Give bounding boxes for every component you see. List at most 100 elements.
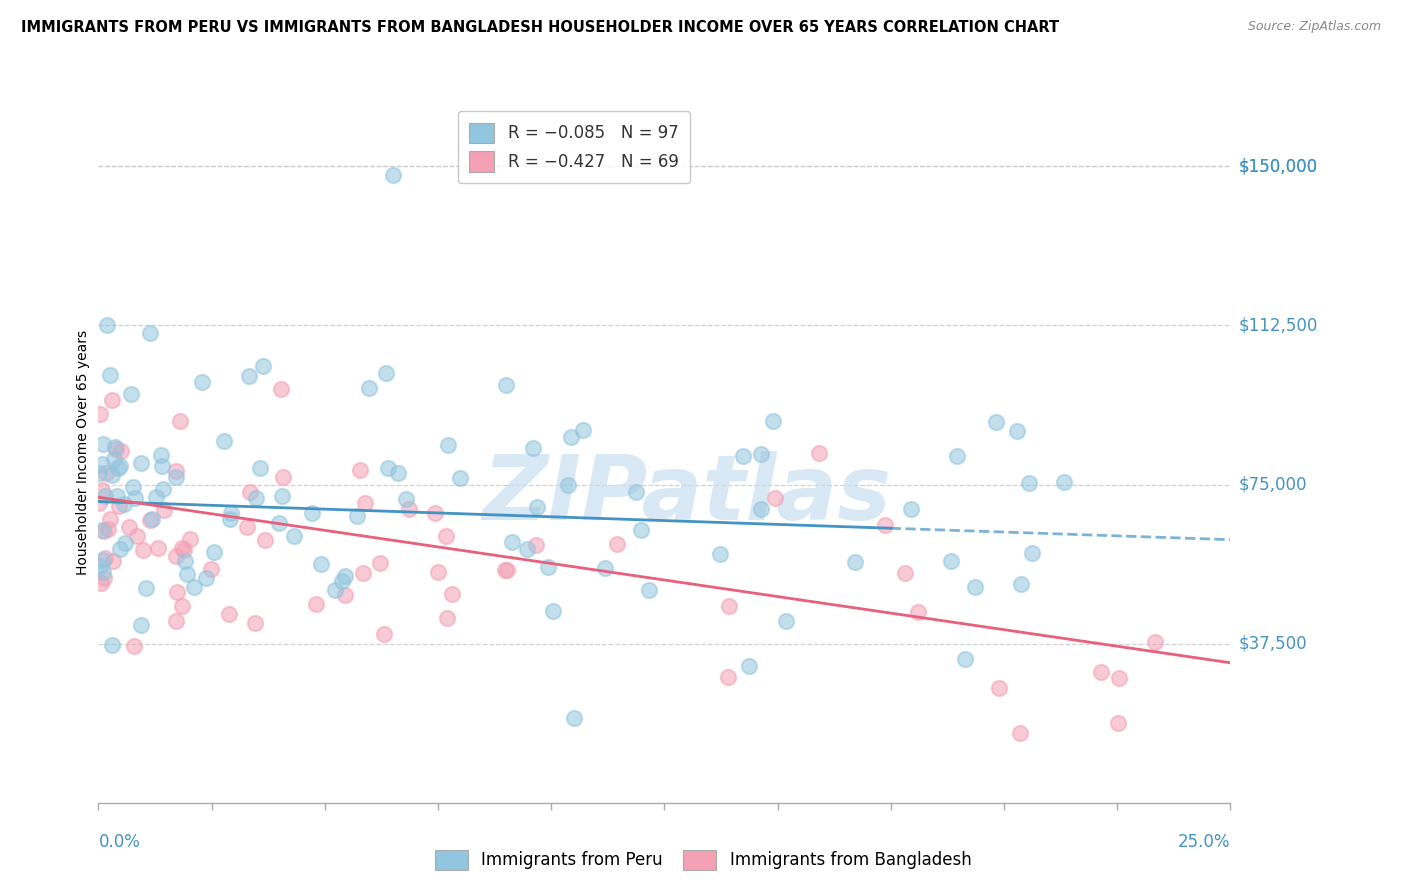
Text: $150,000: $150,000 (1239, 157, 1317, 175)
Point (249, 460, 271, 475)
Point (775, 614, 797, 628)
Point (122, 640, 145, 654)
Point (191, 375, 214, 389)
Point (333, 589, 356, 603)
Point (91, 565, 114, 579)
Point (537, 560, 560, 574)
Point (90, 576, 112, 591)
Point (89, 558, 111, 573)
Y-axis label: Householder Income Over 65 years: Householder Income Over 65 years (76, 330, 90, 575)
Point (953, 652, 976, 666)
Point (875, 517, 897, 532)
Point (253, 533, 276, 548)
Point (93, 571, 115, 585)
Point (738, 659, 761, 673)
Point (323, 582, 346, 597)
Point (495, 563, 517, 577)
Point (94, 489, 117, 503)
Point (89, 495, 111, 509)
Point (368, 556, 391, 570)
Point (174, 554, 197, 568)
Point (108, 459, 131, 474)
Point (252, 359, 274, 373)
Point (176, 566, 198, 581)
Point (166, 585, 188, 599)
Point (495, 378, 517, 392)
Point (522, 441, 544, 455)
Point (270, 382, 292, 396)
Point (436, 611, 458, 625)
Point (153, 503, 176, 517)
Point (398, 501, 420, 516)
Text: 0.0%: 0.0% (98, 833, 141, 851)
Point (1005, 424, 1028, 438)
Point (139, 513, 162, 527)
Point (541, 604, 564, 618)
Point (124, 491, 146, 505)
Point (117, 520, 139, 534)
Point (606, 536, 628, 550)
Point (718, 599, 741, 613)
Point (352, 566, 374, 581)
Point (165, 464, 187, 478)
Point (165, 549, 187, 563)
Point (101, 392, 124, 407)
Text: Source: ZipAtlas.com: Source: ZipAtlas.com (1247, 20, 1381, 33)
Point (91, 523, 114, 537)
Point (236, 520, 259, 534)
Text: ZIPatlas: ZIPatlas (482, 450, 891, 539)
Point (749, 447, 772, 461)
Point (434, 529, 457, 543)
Text: 25.0%: 25.0% (1178, 833, 1230, 851)
Point (97, 522, 120, 536)
Point (98, 511, 121, 525)
Point (121, 480, 143, 494)
Point (165, 614, 187, 628)
Point (194, 571, 217, 585)
Point (394, 491, 416, 506)
Point (165, 470, 187, 484)
Text: IMMIGRANTS FROM PERU VS IMMIGRANTS FROM BANGLADESH HOUSEHOLDER INCOME OVER 65 YE: IMMIGRANTS FROM PERU VS IMMIGRANTS FROM … (21, 20, 1059, 35)
Point (129, 456, 152, 470)
Text: $150,000: $150,000 (1239, 157, 1317, 175)
Point (524, 538, 547, 552)
Text: $37,500: $37,500 (1239, 635, 1308, 653)
Point (107, 460, 129, 475)
Point (179, 533, 201, 547)
Point (349, 463, 371, 477)
Point (200, 562, 222, 576)
Point (354, 496, 377, 510)
Point (98, 368, 121, 382)
Point (96, 318, 118, 333)
Point (238, 369, 260, 384)
Point (173, 543, 195, 558)
Point (1010, 577, 1032, 591)
Point (301, 506, 323, 520)
Point (103, 451, 125, 466)
Point (494, 563, 516, 577)
Point (150, 448, 173, 462)
Point (440, 587, 463, 601)
Point (987, 681, 1010, 696)
Point (105, 489, 128, 503)
Point (571, 424, 593, 438)
Point (139, 326, 162, 340)
Point (501, 535, 523, 549)
Point (624, 485, 647, 500)
Point (219, 512, 242, 526)
Point (94, 551, 117, 566)
Point (984, 415, 1007, 429)
Point (557, 477, 579, 491)
Point (110, 541, 132, 556)
Point (1107, 715, 1129, 730)
Point (183, 580, 205, 594)
Point (145, 490, 167, 504)
Point (93, 524, 115, 539)
Point (427, 565, 450, 579)
Point (630, 523, 652, 537)
Point (423, 506, 446, 520)
Point (377, 461, 399, 475)
Text: $75,000: $75,000 (1239, 475, 1308, 493)
Point (762, 414, 785, 428)
Point (526, 500, 548, 514)
